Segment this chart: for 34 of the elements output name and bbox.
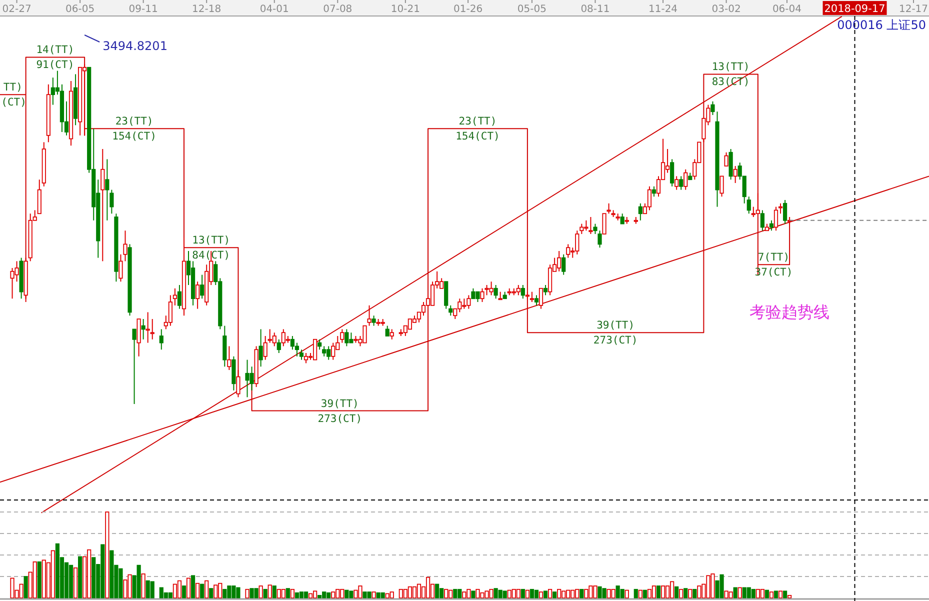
annotation: 23(TT) bbox=[458, 116, 497, 128]
x-tick-label: 05-05 bbox=[517, 4, 546, 15]
annotation: 39(TT) bbox=[596, 320, 635, 332]
x-tick-label: 04-01 bbox=[260, 4, 289, 15]
x-tick-label: 06-05 bbox=[66, 4, 95, 15]
x-tick-label: 10-21 bbox=[390, 4, 420, 15]
annotation: 154(CT) bbox=[456, 130, 500, 143]
annotation: TT) bbox=[3, 82, 22, 94]
annotation: 13(TT) bbox=[712, 61, 750, 74]
x-tick-label: 07-08 bbox=[323, 4, 352, 15]
x-tick-label: 06-04 bbox=[772, 4, 802, 15]
annotation: 23(TT) bbox=[115, 116, 154, 128]
annotation: (CT) bbox=[1, 96, 26, 109]
annotation: 3494.8201 bbox=[102, 39, 168, 53]
annotation: 考验趋势线 bbox=[750, 302, 830, 322]
annotation: 7(TT) bbox=[758, 252, 790, 264]
x-tick-label: 01-26 bbox=[454, 4, 483, 15]
annotation: 273(CT) bbox=[593, 334, 638, 347]
annotation: 154(CT) bbox=[112, 130, 156, 143]
x-tick-label: 11-24 bbox=[648, 4, 678, 15]
text: 14(TT) bbox=[36, 44, 74, 56]
annotation: 13(TT) bbox=[192, 234, 230, 247]
x-tick-label: 12-17 bbox=[898, 4, 928, 15]
ref-label: 2018-09-17 bbox=[822, 1, 887, 15]
text: 273(CT) bbox=[318, 412, 362, 425]
chart-title: 000016 上证50 bbox=[837, 18, 926, 32]
x-tick-label: 09-11 bbox=[128, 4, 158, 15]
annotation: 39(TT) bbox=[320, 398, 359, 410]
peak-note: 3494.8201 bbox=[84, 34, 168, 53]
annotation: 91(CT) bbox=[36, 59, 74, 72]
x-tick-label: 02-27 bbox=[2, 4, 32, 15]
x-tick-label: 12-18 bbox=[192, 4, 222, 15]
x-tick-label: 08-11 bbox=[580, 4, 610, 15]
x-tick-label: 03-02 bbox=[712, 4, 741, 15]
